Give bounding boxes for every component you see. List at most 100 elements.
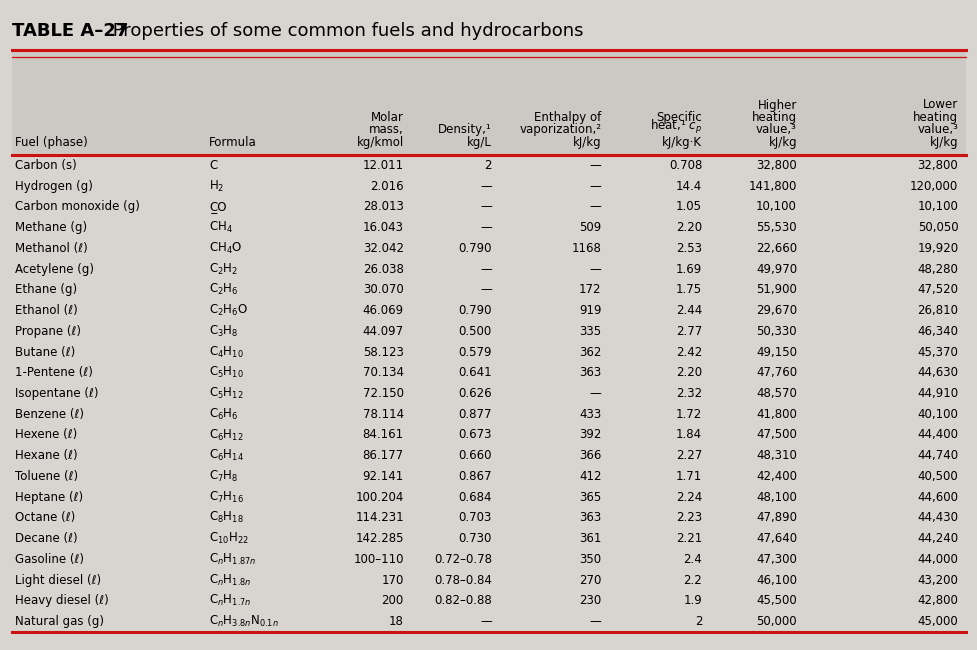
- Text: 0.78–0.84: 0.78–0.84: [434, 574, 491, 587]
- Text: 47,300: 47,300: [755, 553, 796, 566]
- Text: 2.20: 2.20: [675, 221, 701, 234]
- Text: Methane (g): Methane (g): [15, 221, 87, 234]
- Text: Specific: Specific: [656, 111, 701, 124]
- Text: C$_5$H$_{10}$: C$_5$H$_{10}$: [209, 365, 244, 380]
- Text: Decane (ℓ): Decane (ℓ): [15, 532, 77, 545]
- Text: 84.161: 84.161: [362, 428, 404, 441]
- Text: 41,800: 41,800: [755, 408, 796, 421]
- Text: C$_2$H$_6$: C$_2$H$_6$: [209, 282, 238, 297]
- Text: heat,¹ $c_p$: heat,¹ $c_p$: [650, 118, 701, 136]
- Text: 92.141: 92.141: [362, 470, 404, 483]
- Text: 2.24: 2.24: [675, 491, 701, 504]
- Text: 2.77: 2.77: [675, 325, 701, 338]
- Text: Hydrogen (g): Hydrogen (g): [15, 179, 93, 192]
- Text: —: —: [480, 179, 491, 192]
- Text: 44.097: 44.097: [362, 325, 404, 338]
- Text: C$_{10}$H$_{22}$: C$_{10}$H$_{22}$: [209, 531, 249, 546]
- Text: 0.684: 0.684: [458, 491, 491, 504]
- Text: CH$_4$: CH$_4$: [209, 220, 234, 235]
- Text: Toluene (ℓ): Toluene (ℓ): [15, 470, 78, 483]
- Text: 46.069: 46.069: [362, 304, 404, 317]
- Text: Light diesel (ℓ): Light diesel (ℓ): [15, 574, 101, 587]
- Text: value,³: value,³: [755, 124, 796, 136]
- Text: 50,050: 50,050: [916, 221, 957, 234]
- Text: —: —: [480, 263, 491, 276]
- Text: C$_4$H$_{10}$: C$_4$H$_{10}$: [209, 344, 244, 359]
- Text: 172: 172: [578, 283, 601, 296]
- Text: 40,100: 40,100: [916, 408, 957, 421]
- Text: 46,340: 46,340: [916, 325, 957, 338]
- Text: C$_2$H$_6$O: C$_2$H$_6$O: [209, 303, 248, 318]
- Text: 26,810: 26,810: [916, 304, 957, 317]
- Text: 1.05: 1.05: [675, 200, 701, 213]
- Text: 0.730: 0.730: [458, 532, 491, 545]
- Text: 32.042: 32.042: [362, 242, 404, 255]
- Text: —: —: [589, 159, 601, 172]
- Text: 0.626: 0.626: [458, 387, 491, 400]
- Text: 0.867: 0.867: [458, 470, 491, 483]
- Text: 72.150: 72.150: [362, 387, 404, 400]
- Text: 1.84: 1.84: [675, 428, 701, 441]
- Text: 28.013: 28.013: [362, 200, 404, 213]
- Text: 0.500: 0.500: [458, 325, 491, 338]
- Text: 45,370: 45,370: [916, 346, 957, 359]
- Text: Heavy diesel (ℓ): Heavy diesel (ℓ): [15, 594, 108, 607]
- Text: 58.123: 58.123: [362, 346, 404, 359]
- Text: vaporization,²: vaporization,²: [519, 124, 601, 136]
- Text: 0.579: 0.579: [458, 346, 491, 359]
- Text: Fuel (phase): Fuel (phase): [15, 136, 87, 149]
- Text: 2.016: 2.016: [370, 179, 404, 192]
- Text: kg/L: kg/L: [467, 136, 491, 149]
- Text: 47,890: 47,890: [755, 512, 796, 525]
- Text: 1.9: 1.9: [683, 594, 701, 607]
- Text: Density,¹: Density,¹: [438, 124, 491, 136]
- Text: 49,150: 49,150: [755, 346, 796, 359]
- Text: 2.53: 2.53: [675, 242, 701, 255]
- Text: C$_6$H$_6$: C$_6$H$_6$: [209, 407, 238, 422]
- Text: 0.790: 0.790: [458, 304, 491, 317]
- Text: 14.4: 14.4: [675, 179, 701, 192]
- Text: 141,800: 141,800: [747, 179, 796, 192]
- Text: TABLE A–27: TABLE A–27: [12, 22, 128, 40]
- Text: Enthalpy of: Enthalpy of: [533, 111, 601, 124]
- Text: CH$_4$O: CH$_4$O: [209, 240, 242, 256]
- Text: 0.877: 0.877: [458, 408, 491, 421]
- Text: 2.20: 2.20: [675, 366, 701, 379]
- Text: 270: 270: [578, 574, 601, 587]
- Text: 200: 200: [381, 594, 404, 607]
- Text: C$_n$H$_{3.8n}$N$_{0.1n}$: C$_n$H$_{3.8n}$N$_{0.1n}$: [209, 614, 279, 629]
- Text: C$_n$H$_{1.87n}$: C$_n$H$_{1.87n}$: [209, 552, 257, 567]
- Text: 47,640: 47,640: [755, 532, 796, 545]
- Text: 230: 230: [578, 594, 601, 607]
- Text: 32,800: 32,800: [755, 159, 796, 172]
- Text: 29,670: 29,670: [755, 304, 796, 317]
- Text: 361: 361: [578, 532, 601, 545]
- Text: 16.043: 16.043: [362, 221, 404, 234]
- Text: 433: 433: [578, 408, 601, 421]
- Text: Gasoline (ℓ): Gasoline (ℓ): [15, 553, 84, 566]
- Text: 70.134: 70.134: [362, 366, 404, 379]
- Text: 18: 18: [389, 615, 404, 628]
- Text: Lower: Lower: [922, 99, 957, 112]
- Text: 509: 509: [578, 221, 601, 234]
- Text: 1-Pentene (ℓ): 1-Pentene (ℓ): [15, 366, 93, 379]
- Text: 100.204: 100.204: [355, 491, 404, 504]
- Text: —: —: [589, 200, 601, 213]
- Text: 2.44: 2.44: [675, 304, 701, 317]
- Text: —: —: [480, 283, 491, 296]
- Text: 50,330: 50,330: [755, 325, 796, 338]
- Text: 78.114: 78.114: [362, 408, 404, 421]
- Text: —: —: [480, 221, 491, 234]
- Text: 0.82–0.88: 0.82–0.88: [434, 594, 491, 607]
- Text: 32,800: 32,800: [916, 159, 957, 172]
- Text: C$_8$H$_{18}$: C$_8$H$_{18}$: [209, 510, 244, 525]
- Text: 12.011: 12.011: [362, 159, 404, 172]
- Text: 48,280: 48,280: [916, 263, 957, 276]
- Text: 44,430: 44,430: [916, 512, 957, 525]
- Bar: [12, 50, 965, 155]
- Text: 22,660: 22,660: [755, 242, 796, 255]
- Text: 1.72: 1.72: [675, 408, 701, 421]
- Text: 45,500: 45,500: [755, 594, 796, 607]
- Text: 44,000: 44,000: [916, 553, 957, 566]
- Text: 363: 363: [578, 512, 601, 525]
